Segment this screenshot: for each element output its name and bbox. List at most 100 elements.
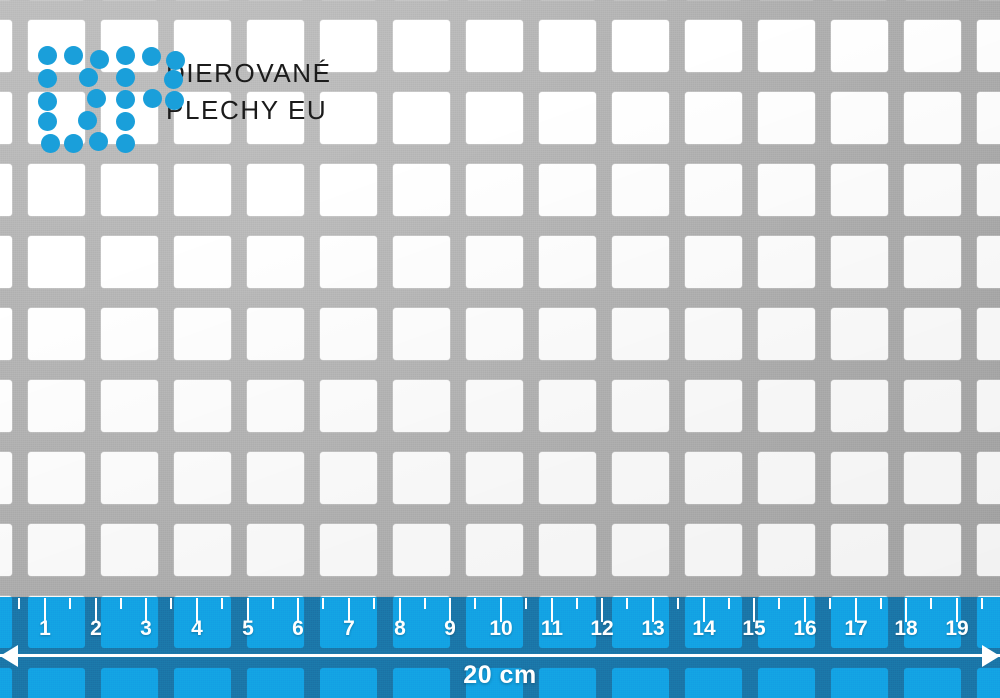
square-hole <box>831 308 888 360</box>
brand-name-line-2: PLECHY EU <box>166 95 328 125</box>
square-hole <box>685 668 742 698</box>
ruler-minor-tick <box>69 598 71 609</box>
ruler-tick-label: 10 <box>489 617 513 640</box>
square-hole <box>466 308 523 360</box>
ruler-major-tick <box>348 598 350 622</box>
square-hole <box>831 380 888 432</box>
ruler-tick-label: 11 <box>540 617 564 640</box>
ruler-minor-tick <box>525 598 527 609</box>
square-hole <box>466 380 523 432</box>
square-hole <box>831 92 888 144</box>
logo-dot <box>90 50 109 69</box>
logo-dot <box>164 70 183 89</box>
square-hole <box>247 380 304 432</box>
square-hole <box>612 452 669 504</box>
square-hole <box>393 308 450 360</box>
square-hole <box>101 668 158 698</box>
square-hole <box>977 668 1000 698</box>
ruler-major-tick <box>44 598 46 622</box>
ruler-tick-label: 3 <box>140 617 152 640</box>
ruler-tick-label: 8 <box>394 617 406 640</box>
square-hole <box>539 236 596 288</box>
square-hole <box>320 236 377 288</box>
logo-dot <box>64 134 83 153</box>
square-hole <box>466 668 523 698</box>
square-hole <box>612 308 669 360</box>
square-hole <box>466 20 523 72</box>
ruler-minor-tick <box>170 598 172 609</box>
ruler-minor-tick <box>576 598 578 609</box>
logo-dot <box>41 134 60 153</box>
ruler-minor-tick <box>626 598 628 609</box>
square-hole <box>393 597 450 648</box>
ruler-major-tick <box>703 598 705 622</box>
square-hole <box>466 236 523 288</box>
ruler-minor-tick <box>677 598 679 609</box>
ruler-tick-label: 18 <box>894 617 918 640</box>
square-hole <box>174 236 231 288</box>
square-hole <box>0 236 12 288</box>
square-hole <box>28 308 85 360</box>
square-hole <box>612 524 669 576</box>
logo-dot <box>116 68 135 87</box>
square-hole <box>101 597 158 648</box>
total-length-label: 20 cm <box>463 661 537 689</box>
logo-dot <box>38 69 57 88</box>
square-hole <box>28 164 85 216</box>
brand-logo: DIEROVANÉ PLECHY EU <box>38 46 332 153</box>
square-hole <box>904 308 961 360</box>
square-hole <box>320 380 377 432</box>
square-hole <box>0 308 12 360</box>
square-hole <box>247 164 304 216</box>
square-hole <box>28 452 85 504</box>
logo-dot <box>38 46 57 65</box>
logo-dot <box>78 111 97 130</box>
ruler-major-tick <box>196 598 198 622</box>
ruler-minor-tick <box>18 598 20 609</box>
logo-dot <box>116 112 135 131</box>
square-hole <box>685 236 742 288</box>
square-hole <box>685 380 742 432</box>
square-hole <box>904 20 961 72</box>
ruler-minor-tick <box>221 598 223 609</box>
square-hole <box>320 308 377 360</box>
dimension-arrow-left-icon <box>0 645 18 667</box>
square-hole <box>0 668 12 698</box>
square-hole <box>685 597 742 648</box>
square-hole <box>539 452 596 504</box>
square-hole <box>685 524 742 576</box>
logo-dot <box>64 46 83 65</box>
ruler-major-tick <box>601 598 603 622</box>
square-hole <box>393 524 450 576</box>
square-hole <box>539 380 596 432</box>
ruler-major-tick <box>247 598 249 622</box>
square-hole <box>101 524 158 576</box>
square-hole <box>758 452 815 504</box>
square-hole <box>320 452 377 504</box>
ruler-tick-label: 4 <box>191 617 203 640</box>
square-hole <box>393 92 450 144</box>
square-hole <box>977 597 1000 648</box>
square-hole <box>612 20 669 72</box>
square-hole <box>247 452 304 504</box>
ruler-tick-label: 5 <box>242 617 254 640</box>
square-hole <box>101 380 158 432</box>
ruler-major-tick <box>551 598 553 622</box>
ruler-minor-tick <box>981 598 983 609</box>
ruler-tick-label: 9 <box>444 617 456 640</box>
ruler-minor-tick <box>373 598 375 609</box>
ruler-tick-label: 16 <box>793 617 817 640</box>
square-hole <box>247 20 304 72</box>
logo-dot <box>87 89 106 108</box>
ruler-minor-tick <box>728 598 730 609</box>
square-hole <box>612 380 669 432</box>
square-hole <box>904 92 961 144</box>
square-hole <box>831 236 888 288</box>
ruler-tick-label: 17 <box>844 617 868 640</box>
ruler-tick-label: 2 <box>90 617 102 640</box>
square-hole <box>904 380 961 432</box>
logo-dot <box>38 92 57 111</box>
ruler-minor-tick <box>474 598 476 609</box>
ruler-major-tick <box>804 598 806 622</box>
